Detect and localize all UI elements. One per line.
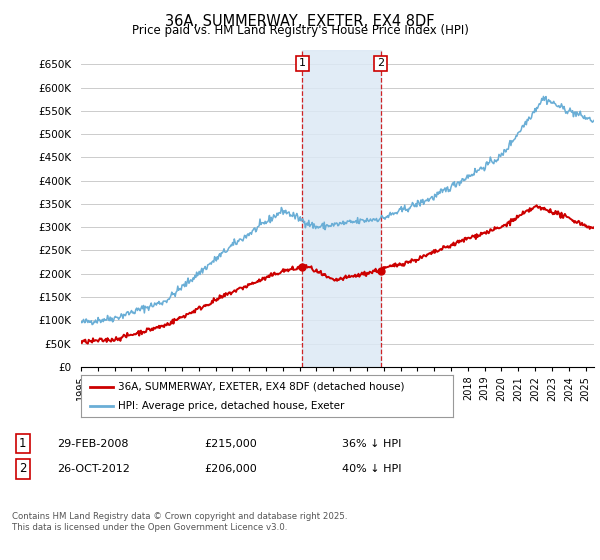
- Bar: [302, 50, 381, 367]
- Text: 36% ↓ HPI: 36% ↓ HPI: [342, 438, 401, 449]
- Text: 1: 1: [299, 58, 306, 68]
- Text: 1: 1: [19, 437, 26, 450]
- Text: HPI: Average price, detached house, Exeter: HPI: Average price, detached house, Exet…: [118, 401, 344, 411]
- Text: 2: 2: [377, 58, 384, 68]
- Text: 36A, SUMMERWAY, EXETER, EX4 8DF (detached house): 36A, SUMMERWAY, EXETER, EX4 8DF (detache…: [118, 381, 404, 391]
- Text: 29-FEB-2008: 29-FEB-2008: [57, 438, 128, 449]
- Text: Price paid vs. HM Land Registry's House Price Index (HPI): Price paid vs. HM Land Registry's House …: [131, 24, 469, 37]
- Text: 2: 2: [19, 462, 26, 475]
- Text: Contains HM Land Registry data © Crown copyright and database right 2025.
This d: Contains HM Land Registry data © Crown c…: [12, 512, 347, 532]
- Text: 40% ↓ HPI: 40% ↓ HPI: [342, 464, 401, 474]
- Text: £215,000: £215,000: [204, 438, 257, 449]
- Text: 36A, SUMMERWAY, EXETER, EX4 8DF: 36A, SUMMERWAY, EXETER, EX4 8DF: [165, 14, 435, 29]
- Text: £206,000: £206,000: [204, 464, 257, 474]
- Text: 26-OCT-2012: 26-OCT-2012: [57, 464, 130, 474]
